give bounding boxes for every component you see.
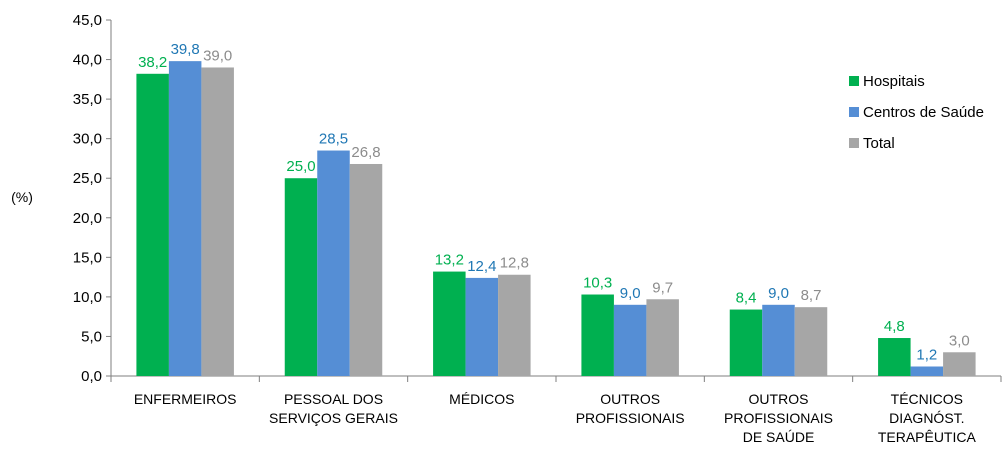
bar [646,299,679,376]
bar [581,294,614,376]
data-label: 9,7 [652,279,673,296]
bar [498,274,531,376]
bar [168,61,202,376]
data-label: 12,4 [467,258,496,275]
legend-item: Total [849,135,895,152]
y-tick-label: 40,0 [73,52,102,69]
legend-item: Centros de Saúde [849,104,984,121]
y-tick-label: 10,0 [73,289,102,306]
y-tick-label: 20,0 [73,210,102,227]
category-label: OUTROS PROFISSIONAIS DE SAÚDE [724,391,833,445]
y-tick-label: 30,0 [73,131,102,148]
data-label: 4,8 [884,318,905,335]
category-label: OUTROS PROFISSIONAIS [576,391,685,426]
bar [943,352,976,376]
bars [136,61,976,376]
legend-label: Hospitais [863,73,925,90]
bar [433,271,466,376]
data-label: 38,2 [138,54,167,71]
bar [729,309,763,376]
category-label: ENFERMEIROS [134,391,237,407]
y-tick-label: 25,0 [73,170,102,187]
bar [613,304,647,376]
y-tick-label: 45,0 [73,12,102,29]
data-label: 9,0 [620,285,641,302]
bar [317,150,350,376]
y-tick-label: 0,0 [81,368,102,385]
legend-label: Centros de Saúde [863,104,984,121]
y-tick-label: 5,0 [81,328,102,345]
legend: Hospitais Centros de Saúde Total [849,73,984,152]
legend-swatch [849,138,859,148]
legend-swatch [849,76,859,86]
y-tick-label: 35,0 [73,91,102,108]
y-tick-label: 15,0 [73,249,102,266]
bar [465,277,499,376]
y-axis: 0,0 5,0 10,0 15,0 20,0 25,0 30,0 35,0 40,0 45,0 [73,12,112,385]
data-label: 8,7 [801,287,822,304]
data-label: 3,0 [949,332,970,349]
category-label: PESSOAL DOS SERVIÇOS GERAIS [269,391,398,426]
data-label: 25,0 [286,158,315,175]
bar [349,163,383,376]
data-label: 9,0 [768,285,789,302]
data-label: 39,8 [171,41,200,58]
data-label: 1,2 [916,347,937,364]
data-labels: 38,239,8 39,0 25,028,526,8 13,2 12,4 12,8 10,3… [138,41,970,363]
category-label: TÉCNICOS DIAGNÓST. TERAPÊUTICA [878,391,977,445]
legend-swatch [849,107,859,117]
bar [910,366,944,376]
bar [201,67,234,376]
legend-item: Hospitais [849,73,925,90]
data-label: 39,0 [203,47,232,64]
data-label: 12,8 [500,255,529,272]
bar [794,307,828,376]
bar [762,304,795,376]
data-label: 13,2 [435,252,464,269]
data-label: 28,5 [319,131,348,148]
x-axis: ENFERMEIROS PESSOAL DOS SERVIÇOS GERAIS MÉD… [110,375,1002,445]
bar [136,73,169,376]
y-axis-label: (%) [11,189,33,205]
data-label: 10,3 [583,275,612,292]
legend-label: Total [863,135,895,152]
data-label: 8,4 [736,290,757,307]
data-label: 26,8 [351,144,380,161]
category-label: MÉDICOS [449,391,514,407]
bar [284,178,318,376]
bar [878,338,911,376]
